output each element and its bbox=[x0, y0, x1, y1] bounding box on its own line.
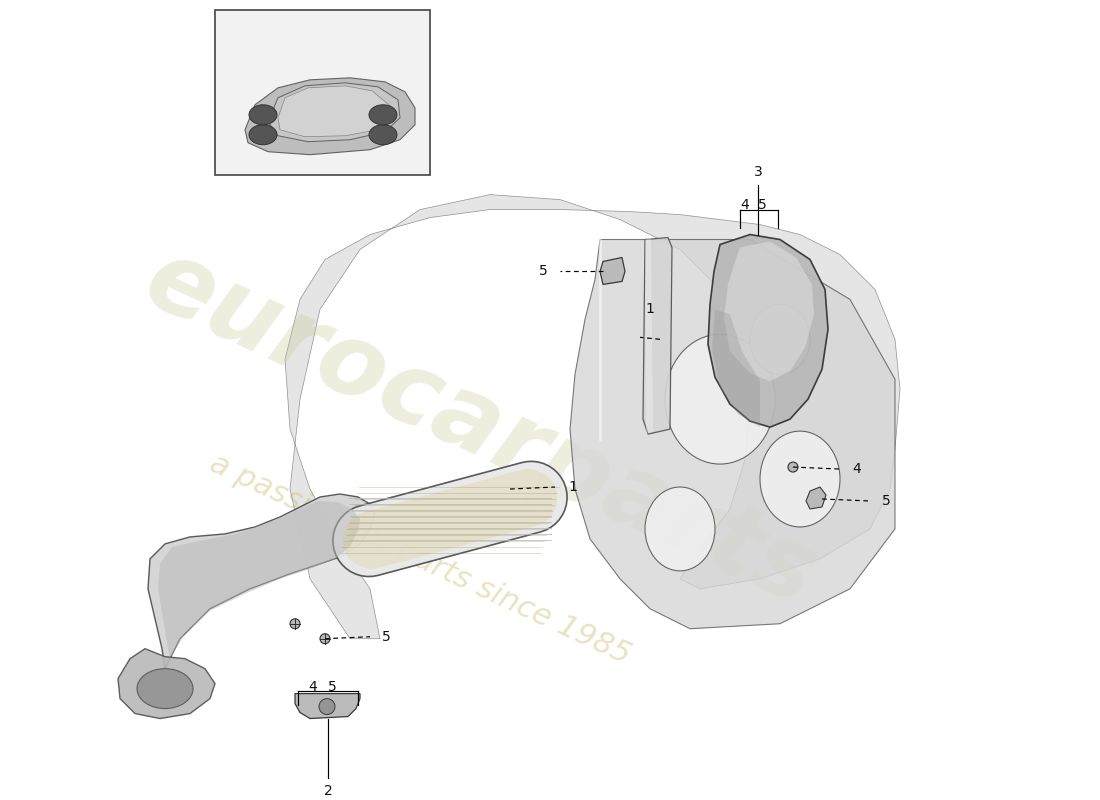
Polygon shape bbox=[158, 501, 360, 658]
Polygon shape bbox=[295, 694, 360, 718]
Polygon shape bbox=[285, 194, 900, 638]
Text: a passion for parts since 1985: a passion for parts since 1985 bbox=[205, 448, 635, 670]
Polygon shape bbox=[644, 238, 672, 434]
Ellipse shape bbox=[249, 125, 277, 145]
Text: 5: 5 bbox=[539, 265, 548, 278]
Polygon shape bbox=[245, 78, 415, 154]
Polygon shape bbox=[278, 86, 392, 137]
Ellipse shape bbox=[760, 431, 840, 527]
Polygon shape bbox=[268, 83, 400, 142]
Polygon shape bbox=[118, 649, 214, 718]
Text: eurocarparts: eurocarparts bbox=[129, 231, 831, 627]
Polygon shape bbox=[343, 469, 558, 569]
Polygon shape bbox=[333, 462, 568, 577]
Text: 3: 3 bbox=[754, 165, 762, 178]
Text: 2: 2 bbox=[323, 785, 332, 798]
Polygon shape bbox=[724, 242, 814, 382]
Polygon shape bbox=[570, 239, 895, 629]
Ellipse shape bbox=[319, 698, 336, 714]
Text: 5: 5 bbox=[882, 494, 891, 508]
Text: 4: 4 bbox=[740, 198, 749, 211]
Bar bbox=[214, 10, 430, 174]
Text: 5: 5 bbox=[328, 680, 337, 694]
Ellipse shape bbox=[788, 462, 798, 472]
Polygon shape bbox=[806, 487, 826, 509]
Ellipse shape bbox=[138, 669, 192, 709]
Ellipse shape bbox=[368, 105, 397, 125]
Polygon shape bbox=[712, 310, 760, 427]
Ellipse shape bbox=[750, 304, 810, 374]
Polygon shape bbox=[600, 258, 625, 285]
Ellipse shape bbox=[249, 105, 277, 125]
Ellipse shape bbox=[290, 618, 300, 629]
Text: 4: 4 bbox=[309, 680, 318, 694]
Polygon shape bbox=[708, 234, 828, 427]
Ellipse shape bbox=[368, 125, 397, 145]
Polygon shape bbox=[645, 238, 653, 434]
Text: 1: 1 bbox=[646, 302, 654, 316]
Ellipse shape bbox=[666, 334, 776, 464]
Text: 4: 4 bbox=[852, 462, 860, 476]
Ellipse shape bbox=[320, 634, 330, 644]
Text: 5: 5 bbox=[758, 198, 767, 211]
Ellipse shape bbox=[645, 487, 715, 571]
Polygon shape bbox=[148, 494, 375, 669]
Text: 5: 5 bbox=[382, 630, 390, 644]
Text: 1: 1 bbox=[568, 480, 576, 494]
